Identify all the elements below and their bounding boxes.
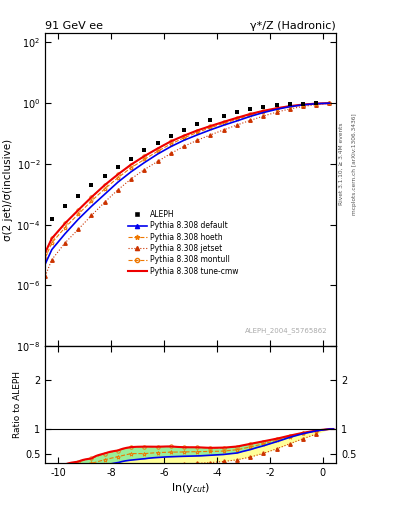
Text: Rivet 3.1.10, ≥ 3.4M events: Rivet 3.1.10, ≥ 3.4M events bbox=[339, 122, 344, 205]
Text: mcplots.cern.ch [arXiv:1306.3436]: mcplots.cern.ch [arXiv:1306.3436] bbox=[352, 113, 357, 215]
X-axis label: ln(y$_{cut}$): ln(y$_{cut}$) bbox=[171, 481, 210, 495]
Text: 91 GeV ee: 91 GeV ee bbox=[45, 21, 103, 31]
Legend: ALEPH, Pythia 8.308 default, Pythia 8.308 hoeth, Pythia 8.308 jetset, Pythia 8.3: ALEPH, Pythia 8.308 default, Pythia 8.30… bbox=[125, 207, 241, 279]
Text: ALEPH_2004_S5765862: ALEPH_2004_S5765862 bbox=[245, 327, 327, 333]
Text: γ*/Z (Hadronic): γ*/Z (Hadronic) bbox=[250, 21, 336, 31]
Y-axis label: σ(2 jet)/σ(inclusive): σ(2 jet)/σ(inclusive) bbox=[4, 139, 13, 241]
Y-axis label: Ratio to ALEPH: Ratio to ALEPH bbox=[13, 371, 22, 438]
